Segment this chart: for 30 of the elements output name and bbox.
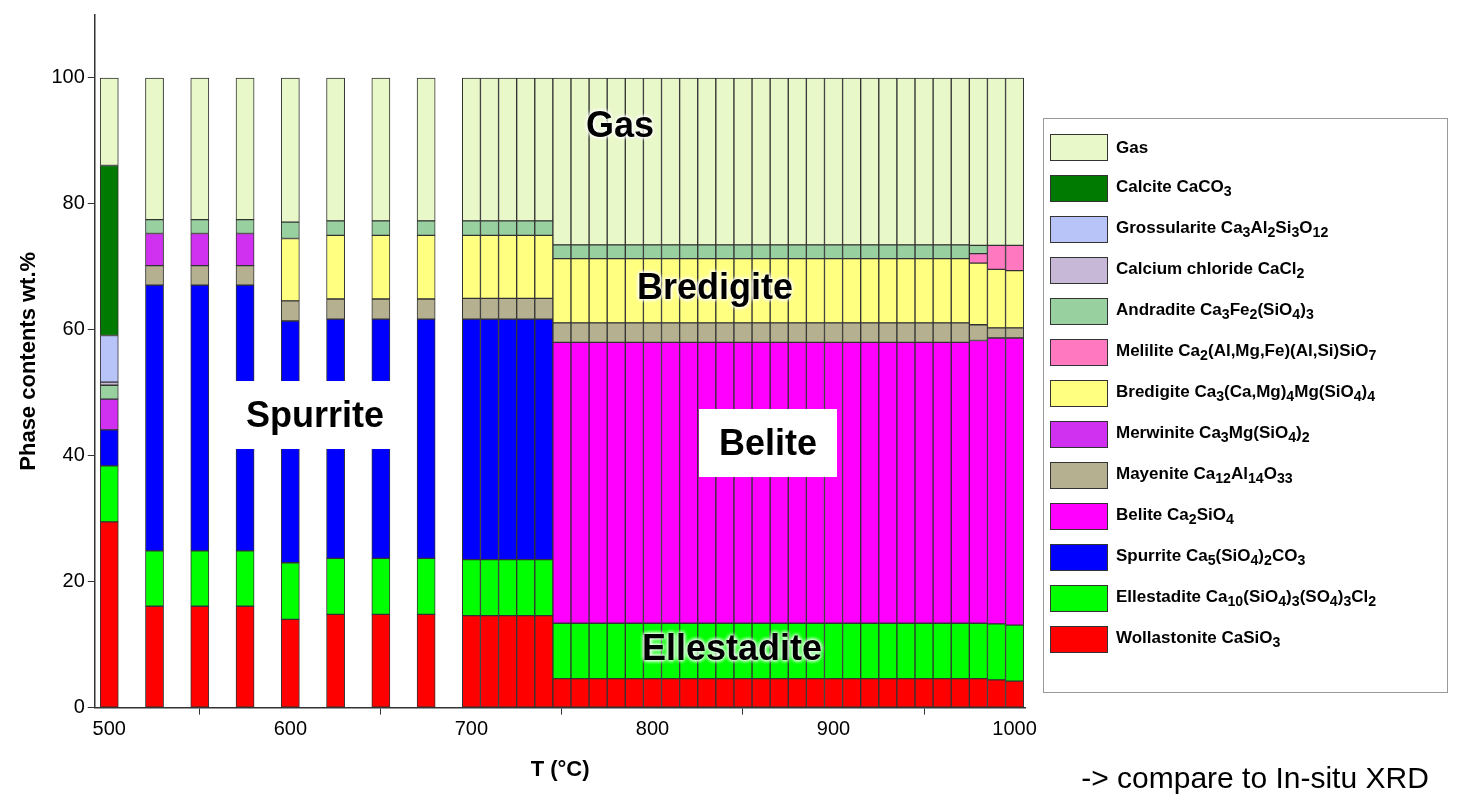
y-tick-label: 60 — [62, 317, 85, 340]
x-tick-label: 900 — [816, 717, 851, 740]
y-axis-title: Phase contents wt.% — [15, 251, 41, 471]
legend-label: Wollastonite CaSiO$_{3}$ — [1116, 628, 1281, 651]
y-tick-label: 20 — [62, 569, 85, 592]
x-tick-label: 1000 — [992, 717, 1037, 740]
text: Ellestadite Ca$_{10}$(SiO$_{4}$)$_{3}$(SO$_{4}$)$_{3}$Cl$_{2}$ — [1116, 587, 1377, 610]
legend-label: Gas — [1116, 137, 1149, 158]
legend-label: Calcium chloride CaCl$_{2}$ — [1116, 259, 1305, 282]
x-tick-label: 800 — [635, 717, 670, 740]
annotation: Belite — [698, 409, 838, 477]
legend-label: Andradite Ca$_{3}$Fe$_{2}$(SiO$_{4}$)$_{3}$ — [1116, 300, 1314, 323]
legend-label: Calcite CaCO$_{3}$ — [1116, 177, 1232, 200]
legend-label: Merwinite Ca$_{3}$Mg(SiO$_{4}$)$_{2}$ — [1116, 423, 1310, 446]
legend-label: Mayenite Ca$_{12}$Al$_{14}$O$_{33}$ — [1116, 464, 1293, 487]
y-tick-label: 100 — [51, 65, 85, 88]
legend-label: Bredigite Ca$_{3}$(Ca,Mg)$_{4}$Mg(SiO$_{4}$)$_{4}$ — [1116, 382, 1376, 405]
x-tick-label: 500 — [92, 717, 126, 740]
y-tick-label: 80 — [62, 191, 85, 214]
x-tick-label: 600 — [273, 717, 308, 740]
x-tick-label: 700 — [454, 717, 489, 740]
y-tick-label: 0 — [73, 695, 85, 718]
legend-label: Belite Ca$_{2}$SiO$_{4}$ — [1116, 505, 1234, 528]
x-axis-title: T (°C) — [530, 755, 590, 781]
legend-label: Spurrite Ca$_{5}$(SiO$_{4}$)$_{2}$CO$_{3}$ — [1116, 546, 1306, 569]
y-tick-label: 40 — [62, 443, 85, 466]
text: -> compare to In-situ XRD — [1081, 761, 1429, 795]
legend-label: Melilite Ca$_{2}$(Al,Mg,Fe)(Al,Si)SiO$_{7}$ — [1116, 341, 1377, 364]
legend-label: Grossularite Ca$_{3}$Al$_{2}$Si$_{3}$O$_{12}$ — [1116, 218, 1329, 241]
annotation: Spurrite — [225, 381, 405, 449]
